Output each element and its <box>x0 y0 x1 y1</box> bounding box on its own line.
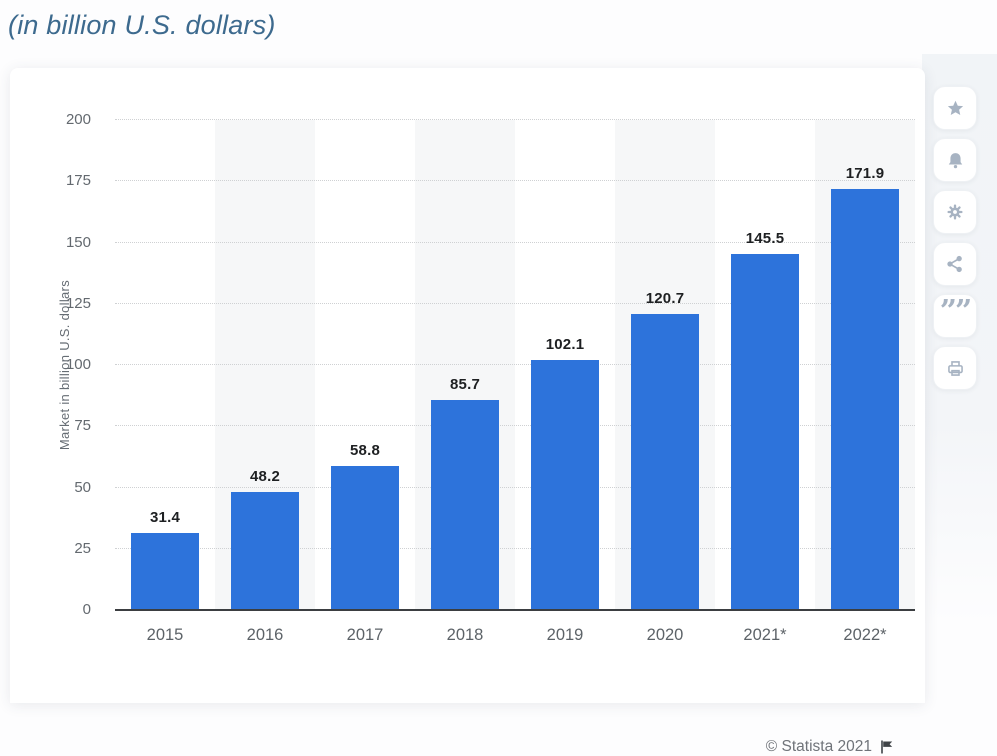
bar-value-label-2017: 58.8 <box>350 441 380 459</box>
plot-grid <box>115 119 915 610</box>
gridline-100 <box>115 364 915 365</box>
y-tick-label-200: 200 <box>65 111 91 128</box>
y-tick-label-0: 0 <box>82 601 91 618</box>
gridline-200 <box>115 119 915 120</box>
bar-value-label-2020: 120.7 <box>645 290 685 308</box>
cite-button[interactable]: ”” <box>933 294 977 338</box>
y-tick-label-100: 100 <box>65 356 91 373</box>
chart-card: Market in billion U.S. dollars 0 25 50 75 10… <box>10 68 925 755</box>
y-tick-label-150: 150 <box>65 233 91 251</box>
bar-2022*[interactable] <box>831 188 899 610</box>
plot-column-2016: 48.2 <box>215 120 315 610</box>
gridline-150 <box>115 241 915 243</box>
gridline-175 <box>115 180 915 182</box>
bar-2015[interactable] <box>131 533 199 610</box>
bell-icon <box>945 150 966 171</box>
gridline-75 <box>115 425 915 427</box>
bar-value-label-2019: 102.1 <box>545 335 585 353</box>
x-tick-label-2017: 2017 <box>346 626 384 644</box>
star-icon <box>945 98 966 119</box>
plot-column-2018: 85.7 <box>415 120 515 610</box>
plot-area: 31.4 48.2 58.8 85.7 102.1 120.7 145.5 171.9 <box>115 119 915 611</box>
printer-icon <box>945 358 966 379</box>
bar-2017[interactable] <box>331 465 399 610</box>
y-tick-label-25: 25 <box>74 539 91 557</box>
plot-column-2015: 31.4 <box>115 120 215 610</box>
x-axis-line <box>115 609 915 611</box>
chart-toolbar: ”” <box>933 86 977 390</box>
x-tick-label-2022*: 2022* <box>843 626 887 644</box>
y-tick-label-50: 50 <box>74 478 91 496</box>
bar-value-label-2018: 85.7 <box>450 376 480 394</box>
print-button[interactable] <box>933 346 977 390</box>
plot-columns: 31.4 48.2 58.8 85.7 102.1 120.7 145.5 171.9 <box>115 120 915 610</box>
chart-subtitle: (in billion U.S. dollars) <box>8 10 276 40</box>
settings-button[interactable] <box>933 190 977 234</box>
gridline-125 <box>115 302 915 304</box>
x-tick-label-2019: 2019 <box>546 626 584 644</box>
plot-column-2017: 58.8 <box>315 120 415 610</box>
x-tick-label-2020: 2020 <box>646 626 684 644</box>
bar-2021*[interactable] <box>731 253 799 610</box>
alerts-button[interactable] <box>933 138 977 182</box>
x-tick-label-2018: 2018 <box>446 626 484 644</box>
bar-value-label-2022*: 171.9 <box>845 164 885 182</box>
y-axis-ticks: 0 25 50 75 100 125 150 175 200 <box>10 111 103 618</box>
bar-2016[interactable] <box>231 491 299 610</box>
gridline-50 <box>115 486 915 488</box>
favorite-button[interactable] <box>933 86 977 130</box>
x-axis-labels: 2015 2016 2017 2018 2019 2020 2021* 2022* <box>115 617 915 645</box>
quote-icon: ”” <box>939 294 972 329</box>
bar-2020[interactable] <box>631 314 699 610</box>
bar-2018[interactable] <box>431 400 499 610</box>
plot-column-2022*: 171.9 <box>815 120 915 610</box>
bar-value-label-2021*: 145.5 <box>745 229 785 247</box>
x-tick-label-2015: 2015 <box>146 626 184 644</box>
plot-column-2019: 102.1 <box>515 120 615 610</box>
share-button[interactable] <box>933 242 977 286</box>
chart-footer: © Statista 2021 <box>766 738 895 756</box>
y-tick-label-75: 75 <box>74 417 91 435</box>
gridline-25 <box>115 547 915 549</box>
y-tick-label-175: 175 <box>65 172 91 190</box>
x-tick-label-2016: 2016 <box>246 626 284 644</box>
gear-icon <box>945 202 965 222</box>
share-icon <box>945 254 965 274</box>
bar-2019[interactable] <box>531 359 599 610</box>
bar-value-label-2016: 48.2 <box>250 467 280 485</box>
y-tick-label-125: 125 <box>65 294 91 312</box>
flag-icon[interactable] <box>879 739 895 755</box>
plot-column-2020: 120.7 <box>615 120 715 610</box>
statista-chart-page: (in billion U.S. dollars) Market in bill… <box>8 10 997 755</box>
bar-value-label-2015: 31.4 <box>150 509 180 527</box>
x-tick-label-2021*: 2021* <box>743 626 787 644</box>
plot-column-2021*: 145.5 <box>715 120 815 610</box>
copyright-text: © Statista 2021 <box>765 738 872 755</box>
